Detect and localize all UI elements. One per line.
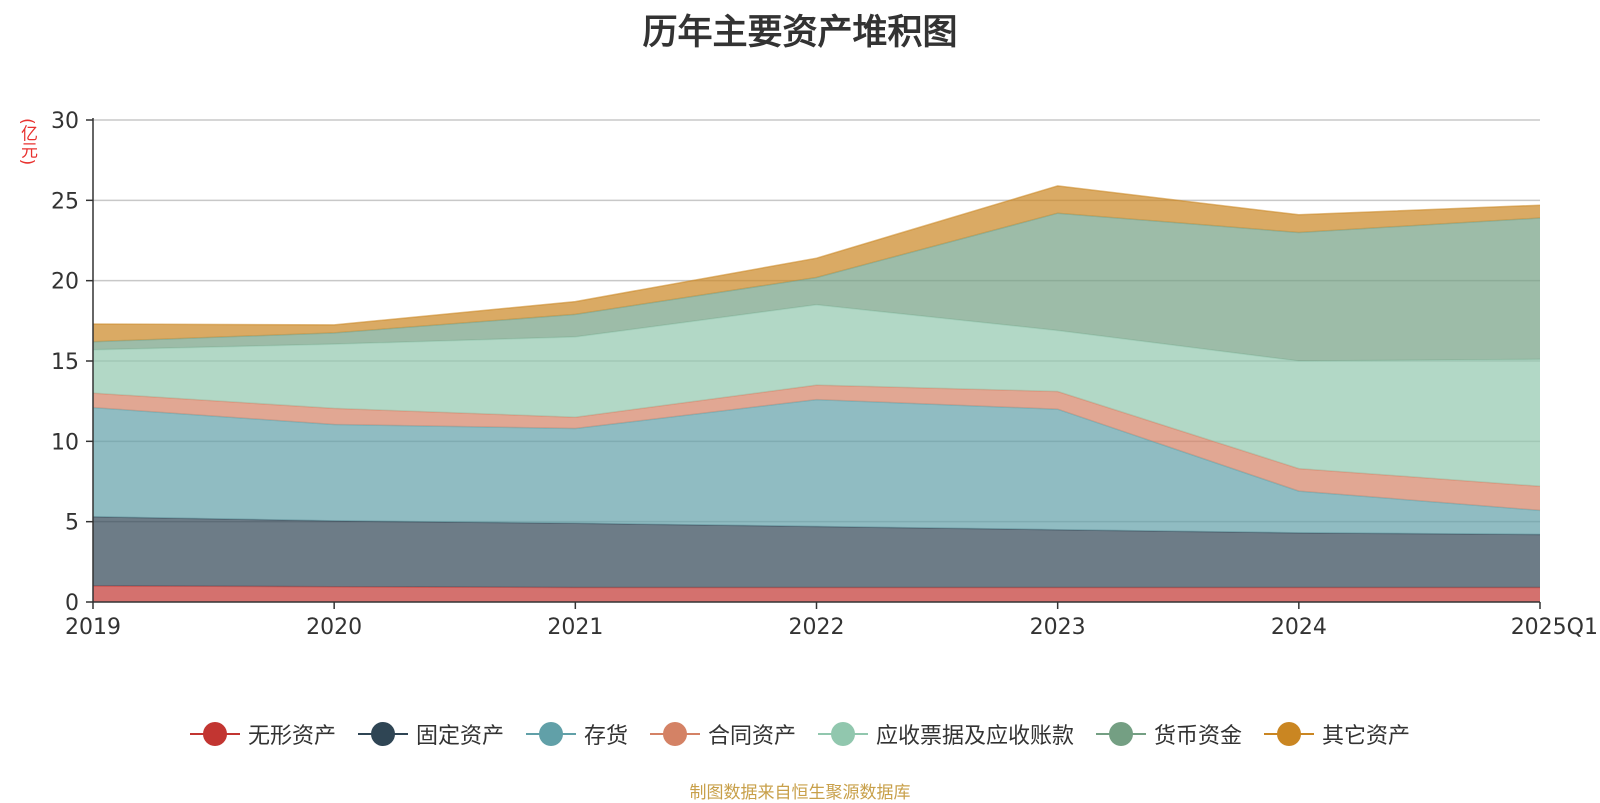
x-tick-label: 2025Q1 [1511, 615, 1598, 640]
area-series-0 [93, 585, 1540, 602]
area-series [92, 185, 1541, 602]
legend-marker-icon [525, 721, 576, 747]
area-series-4 [93, 304, 1540, 487]
axes [86, 118, 1541, 609]
legend-label: 应收票据及应收账款 [876, 724, 1075, 749]
legend-label: 无形资产 [247, 724, 336, 749]
legend-marker-icon [818, 721, 868, 747]
legend-marker-icon [649, 721, 700, 747]
area-series-3 [93, 385, 1540, 511]
legend-label: 存货 [583, 724, 628, 749]
y-tick-label: 0 [65, 591, 79, 616]
legend-item[interactable]: 固定资产 [357, 718, 504, 750]
legend-marker-icon [1264, 721, 1315, 747]
legend-label: 固定资产 [415, 724, 504, 749]
x-tick-label: 2020 [306, 615, 362, 640]
area-series-2 [93, 399, 1540, 535]
legend: 无形资产 固定资产 存货 合同资产 应收票据及应收账款 货币资金 其它资产 [0, 718, 1600, 750]
legend-label: 其它资产 [1322, 724, 1411, 749]
source-note: 制图数据来自恒生聚源数据库 [689, 783, 911, 803]
chart-title: 历年主要资产堆积图 [642, 13, 958, 53]
x-tick-label: 2024 [1271, 615, 1327, 640]
x-tick-label: 2023 [1030, 615, 1086, 640]
area-series-1 [93, 516, 1540, 588]
y-tick-label: 30 [51, 109, 79, 134]
legend-item[interactable]: 合同资产 [649, 718, 796, 750]
y-tick-label: 15 [51, 350, 79, 375]
tick-labels: 0 5 10 15 20 25 30 2019 2020 2021 2022 2023 2024 2025… [51, 109, 1598, 640]
y-tick-label: 5 [65, 511, 79, 536]
area-series-6 [93, 185, 1540, 342]
y-axis-unit: (亿元) [17, 118, 37, 166]
legend-marker-icon [357, 721, 408, 747]
legend-item[interactable]: 应收票据及应收账款 [818, 718, 1074, 750]
x-tick-label: 2022 [789, 615, 845, 640]
legend-item[interactable]: 无形资产 [189, 718, 336, 750]
y-tick-label: 10 [51, 430, 79, 455]
x-tick-label: 2021 [547, 615, 603, 640]
legend-item[interactable]: 存货 [525, 718, 628, 750]
y-tick-label: 25 [51, 189, 79, 214]
legend-item[interactable]: 其它资产 [1264, 718, 1410, 750]
x-tick-label: 2019 [65, 615, 121, 640]
legend-label: 货币资金 [1154, 724, 1243, 749]
legend-marker-icon [189, 721, 240, 747]
y-tick-label: 20 [51, 270, 79, 295]
series-line-6 [92, 185, 1541, 326]
legend-item[interactable]: 货币资金 [1096, 718, 1242, 750]
legend-marker-icon [1096, 721, 1147, 747]
legend-label: 合同资产 [707, 724, 796, 749]
